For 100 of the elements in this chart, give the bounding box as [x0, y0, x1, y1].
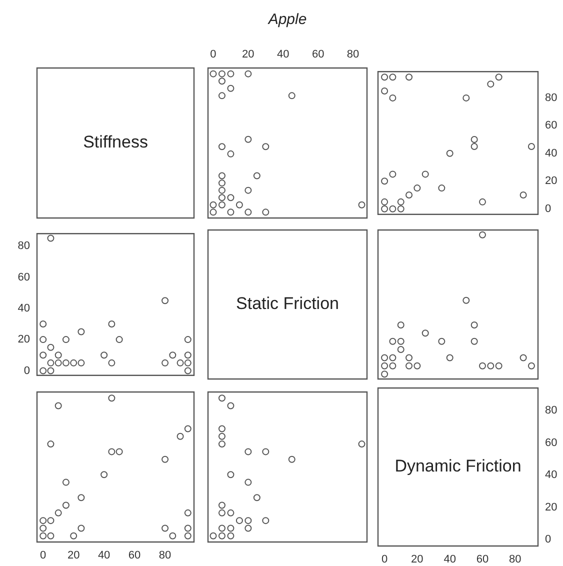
point	[520, 354, 527, 362]
point	[414, 184, 421, 192]
point	[218, 172, 226, 180]
point	[389, 74, 396, 81]
point	[528, 142, 535, 150]
point	[40, 367, 47, 374]
point	[40, 532, 47, 540]
point	[478, 231, 486, 238]
point	[244, 70, 252, 78]
point	[184, 367, 192, 374]
point	[262, 448, 270, 456]
point	[218, 194, 226, 202]
point	[184, 352, 192, 359]
point	[116, 448, 123, 456]
point	[210, 532, 217, 540]
y-tick-label: 60	[545, 120, 558, 132]
x-tick-label: 60	[476, 554, 489, 566]
point	[218, 394, 226, 402]
point	[169, 352, 176, 359]
y-tick-label: 20	[18, 334, 30, 346]
point	[218, 509, 226, 516]
point	[244, 208, 252, 216]
point	[218, 143, 226, 150]
point	[162, 359, 169, 366]
point	[244, 478, 252, 486]
point	[62, 359, 70, 366]
point	[40, 352, 47, 359]
chart-title: Apple	[267, 11, 307, 28]
point	[462, 94, 470, 102]
point	[381, 178, 388, 185]
point	[218, 440, 226, 448]
x-tick-label: 80	[509, 554, 522, 566]
point	[218, 92, 226, 100]
point	[253, 172, 260, 180]
point	[381, 205, 388, 212]
point	[414, 362, 421, 370]
point	[218, 186, 226, 194]
point	[108, 394, 116, 402]
x-tick-label: 0	[40, 550, 46, 562]
x-tick-label: 80	[346, 48, 360, 60]
point	[47, 532, 54, 540]
point	[227, 84, 234, 92]
y-tick-label: 80	[545, 92, 558, 104]
point	[227, 532, 234, 540]
point	[47, 234, 54, 242]
point	[470, 142, 478, 150]
point	[446, 150, 454, 157]
y-tick-label: 60	[545, 436, 558, 449]
point	[227, 509, 234, 516]
point	[227, 471, 234, 478]
point	[218, 524, 226, 532]
point	[218, 70, 226, 78]
point	[397, 346, 404, 354]
x-tick-label: 0	[210, 48, 216, 60]
point	[47, 517, 54, 524]
point	[438, 338, 446, 345]
point	[288, 92, 296, 100]
y-tick-label: 40	[545, 469, 558, 482]
point	[262, 208, 270, 216]
point	[389, 338, 396, 345]
y-tick-label: 80	[18, 240, 30, 252]
point	[462, 296, 470, 304]
point	[470, 321, 478, 328]
y-tick-label: 20	[545, 501, 558, 514]
text: Static Friction	[236, 294, 339, 314]
y-tick-label: 40	[545, 147, 558, 160]
y-tick-label: 0	[545, 534, 552, 546]
point	[406, 191, 413, 198]
y-tick-label: 80	[545, 404, 558, 417]
point	[78, 359, 85, 366]
point	[288, 456, 296, 463]
point	[397, 198, 404, 206]
point	[100, 352, 108, 359]
text: Stiffness	[83, 132, 148, 152]
point	[210, 201, 217, 208]
x-tick-label: 80	[158, 550, 172, 562]
point	[438, 184, 446, 192]
point	[218, 180, 226, 187]
point	[40, 517, 47, 524]
point	[54, 359, 62, 366]
point	[162, 297, 169, 304]
point	[389, 354, 396, 362]
point	[520, 191, 527, 198]
point	[397, 205, 404, 212]
point	[184, 509, 192, 516]
y-tick-label: 20	[545, 175, 558, 188]
point	[162, 456, 169, 463]
point	[100, 471, 108, 478]
x-tick-label: 20	[411, 554, 424, 566]
x-tick-label: 40	[444, 554, 456, 566]
point	[184, 532, 192, 540]
point	[218, 432, 226, 440]
x-tick-label: 60	[312, 48, 324, 60]
point	[40, 336, 47, 344]
point	[478, 362, 486, 370]
point	[218, 425, 226, 432]
point	[244, 517, 252, 524]
point	[184, 425, 192, 432]
point	[381, 88, 388, 95]
point	[381, 362, 388, 370]
